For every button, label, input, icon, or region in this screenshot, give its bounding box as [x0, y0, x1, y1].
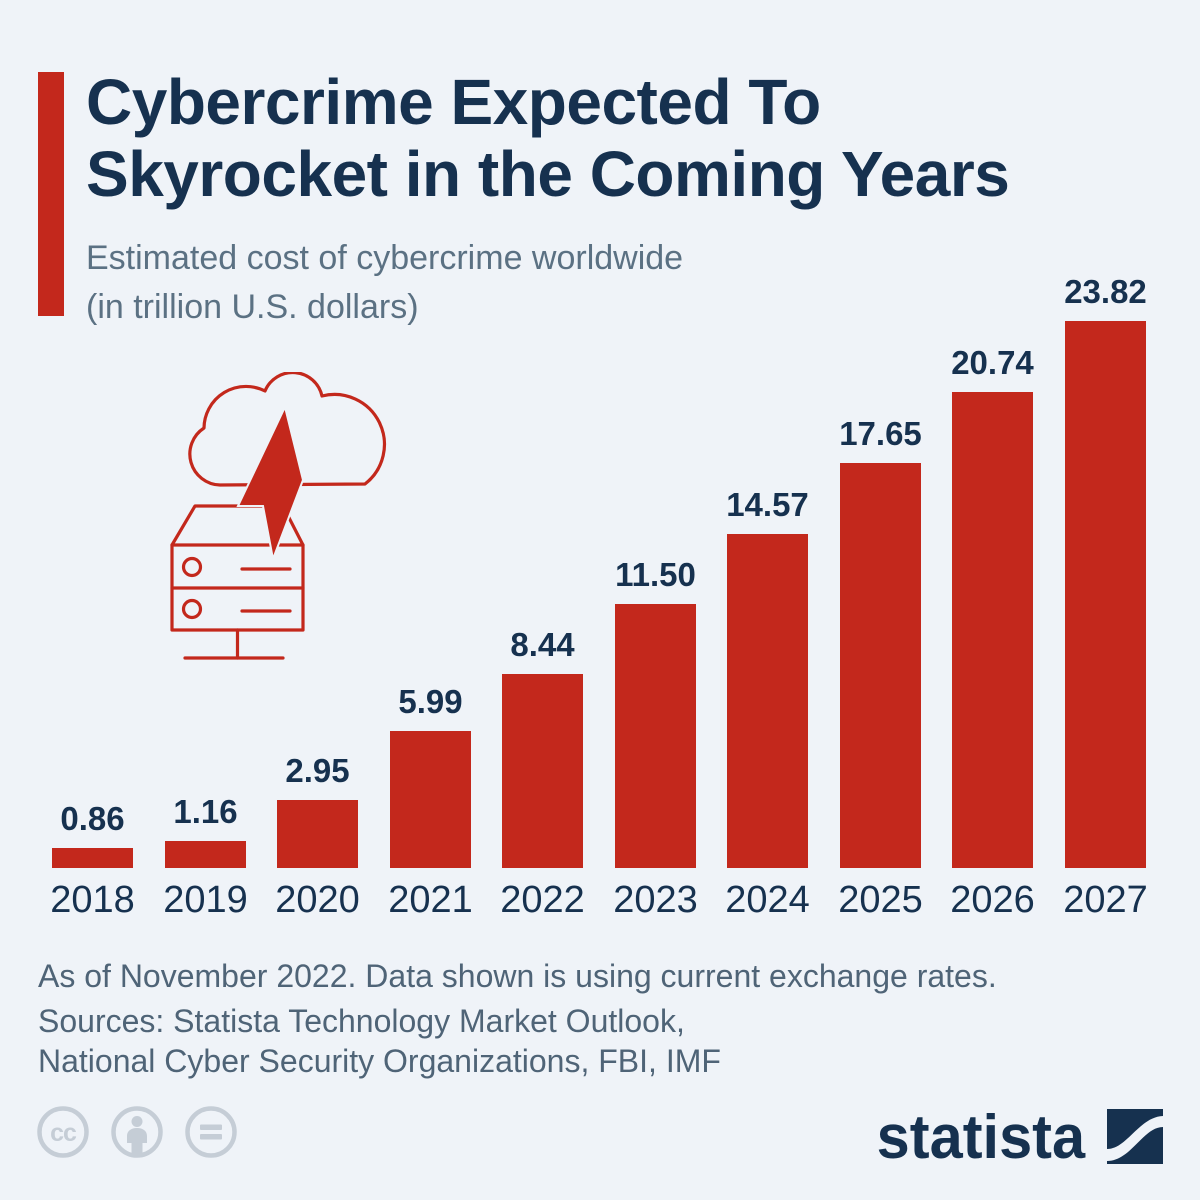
page-title: Cybercrime Expected To Skyrocket in the …: [86, 66, 1176, 210]
bar-value-label: 1.16: [173, 793, 238, 830]
cloud-outline: [188, 372, 387, 487]
subtitle-line-2: (in trillion U.S. dollars): [86, 288, 419, 326]
bar: [502, 674, 583, 868]
bar-value-label: 2.95: [285, 752, 350, 789]
cc-icon: cc: [37, 1106, 89, 1158]
statista-logo: statista: [868, 1103, 1163, 1173]
equals-icon: [185, 1106, 237, 1158]
subtitle-line-1: Estimated cost of cybercrime worldwide: [86, 239, 684, 277]
bar: [277, 800, 358, 868]
bar: [165, 841, 246, 868]
title-line-2: Skyrocket in the Coming Years: [86, 138, 1010, 210]
statista-logo-mark: [1107, 1109, 1163, 1164]
svg-text:cc: cc: [50, 1119, 77, 1147]
bar-value-label: 11.50: [615, 556, 696, 593]
cloud-lightning-server-icon: [170, 372, 387, 660]
bar: [52, 848, 133, 868]
bar-year-label: 2023: [613, 879, 698, 921]
bar: [727, 534, 808, 868]
bar-value-label: 20.74: [951, 344, 1034, 381]
bar-year-label: 2020: [275, 879, 360, 921]
bar: [1065, 321, 1146, 868]
bar: [390, 731, 471, 868]
chart-subtitle: Estimated cost of cybercrime worldwide (…: [86, 234, 1086, 332]
attribution-person-icon: [111, 1106, 163, 1158]
bar-value-label: 8.44: [510, 626, 575, 663]
sources-line-2: National Cyber Security Organizations, F…: [38, 1043, 721, 1079]
bar-value-label: 17.65: [839, 415, 922, 452]
statista-wordmark: statista: [876, 1103, 1085, 1173]
bar-year-label: 2026: [950, 879, 1035, 921]
bar-year-label: 2024: [725, 879, 810, 921]
bar-year-label: 2019: [163, 879, 248, 921]
bar-year-label: 2022: [500, 879, 585, 921]
title-accent-bar: [38, 72, 64, 316]
bar-year-label: 2025: [838, 879, 923, 921]
bar-value-label: 14.57: [726, 486, 809, 523]
bar-value-label: 0.86: [60, 800, 125, 837]
bar: [615, 604, 696, 868]
bar: [840, 463, 921, 868]
bar-value-label: 5.99: [398, 683, 463, 720]
sources-line-1: Sources: Statista Technology Market Outl…: [38, 1003, 685, 1039]
title-line-1: Cybercrime Expected To: [86, 66, 821, 138]
footnote-date: As of November 2022. Data shown is using…: [38, 958, 997, 994]
bar-year-label: 2018: [50, 879, 135, 921]
bar: [952, 392, 1033, 868]
bar-year-label: 2027: [1063, 879, 1148, 921]
license-icons: cc: [36, 1105, 238, 1159]
lightning-bolt: [236, 404, 305, 563]
footnote-block: As of November 2022. Data shown is using…: [38, 956, 1138, 1081]
bar-value-label: 23.82: [1064, 273, 1147, 310]
bar-year-label: 2021: [388, 879, 473, 921]
